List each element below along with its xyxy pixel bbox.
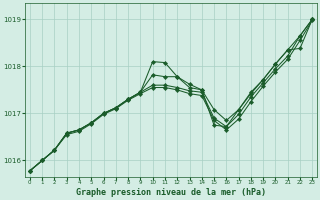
X-axis label: Graphe pression niveau de la mer (hPa): Graphe pression niveau de la mer (hPa): [76, 188, 266, 197]
